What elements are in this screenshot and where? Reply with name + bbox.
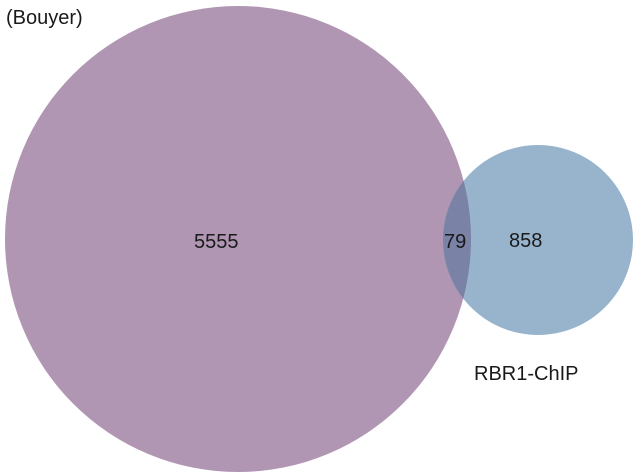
set-b-label: RBR1-ChIP: [474, 363, 579, 385]
set-a-circle: [5, 6, 471, 472]
set-b-circle: [443, 145, 633, 335]
set-a-label: (Bouyer): [6, 7, 83, 29]
intersection-count: 79: [444, 231, 467, 253]
set-b-only-count: 858: [509, 230, 543, 252]
set-a-only-count: 5555: [194, 231, 239, 253]
